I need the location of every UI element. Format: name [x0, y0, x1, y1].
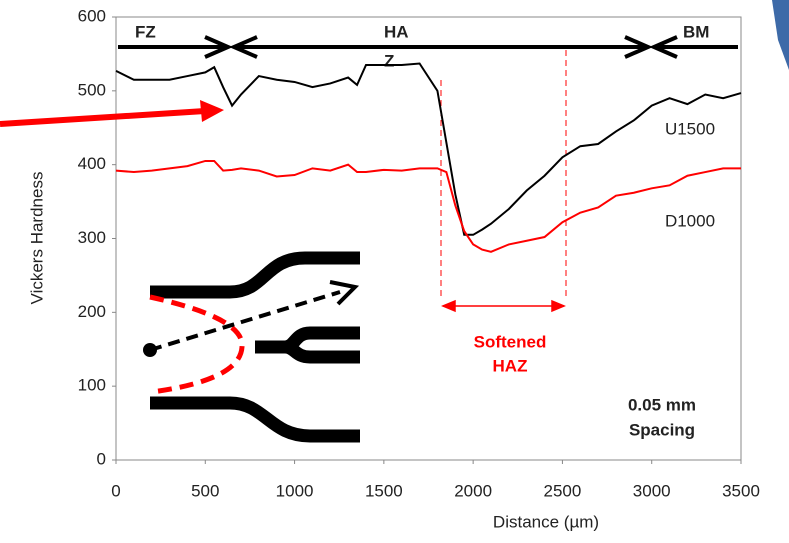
schematic [149, 294, 245, 395]
x-axis-label: Distance (µm) [493, 512, 599, 531]
series-line [115, 159, 741, 253]
y-tick-label: 300 [78, 228, 106, 247]
y-tick-label: 500 [78, 80, 106, 99]
y-tick-label: 200 [78, 302, 106, 321]
x-tick-label: 3500 [722, 481, 760, 500]
x-tick-label: 500 [191, 481, 219, 500]
plot-frame [115, 16, 742, 461]
zone-label: FZ [135, 22, 156, 41]
zone-label: BM [683, 22, 709, 41]
annotation: Spacing [629, 420, 695, 439]
series-label: D1000 [665, 211, 715, 230]
annotation: Softened [474, 332, 547, 351]
series-line [115, 62, 742, 236]
schematic [150, 251, 360, 443]
y-axis-label: Vickers Hardness [27, 172, 46, 305]
y-tick-label: 400 [78, 154, 106, 173]
zone-arrows [118, 35, 738, 59]
x-tick-label: 0 [111, 481, 120, 500]
y-tick-label: 100 [78, 376, 106, 395]
x-tick-label: 2000 [454, 481, 492, 500]
softened-arrow [441, 299, 566, 313]
x-tick-label: 2500 [544, 481, 582, 500]
series-label: U1500 [665, 119, 715, 138]
zone-label: Z [384, 51, 394, 70]
y-tick-label: 0 [97, 449, 106, 468]
zone-label: HA [384, 22, 409, 41]
pointer-arrow [0, 100, 224, 127]
schematic [143, 280, 360, 357]
annotation: HAZ [493, 356, 528, 375]
x-tick-label: 1500 [365, 481, 403, 500]
x-tick-label: 3000 [633, 481, 671, 500]
y-tick-label: 600 [78, 6, 106, 25]
decoration [772, 0, 789, 70]
softened-bounds [440, 50, 567, 300]
annotation: 0.05 mm [628, 395, 696, 414]
x-tick-label: 1000 [276, 481, 314, 500]
